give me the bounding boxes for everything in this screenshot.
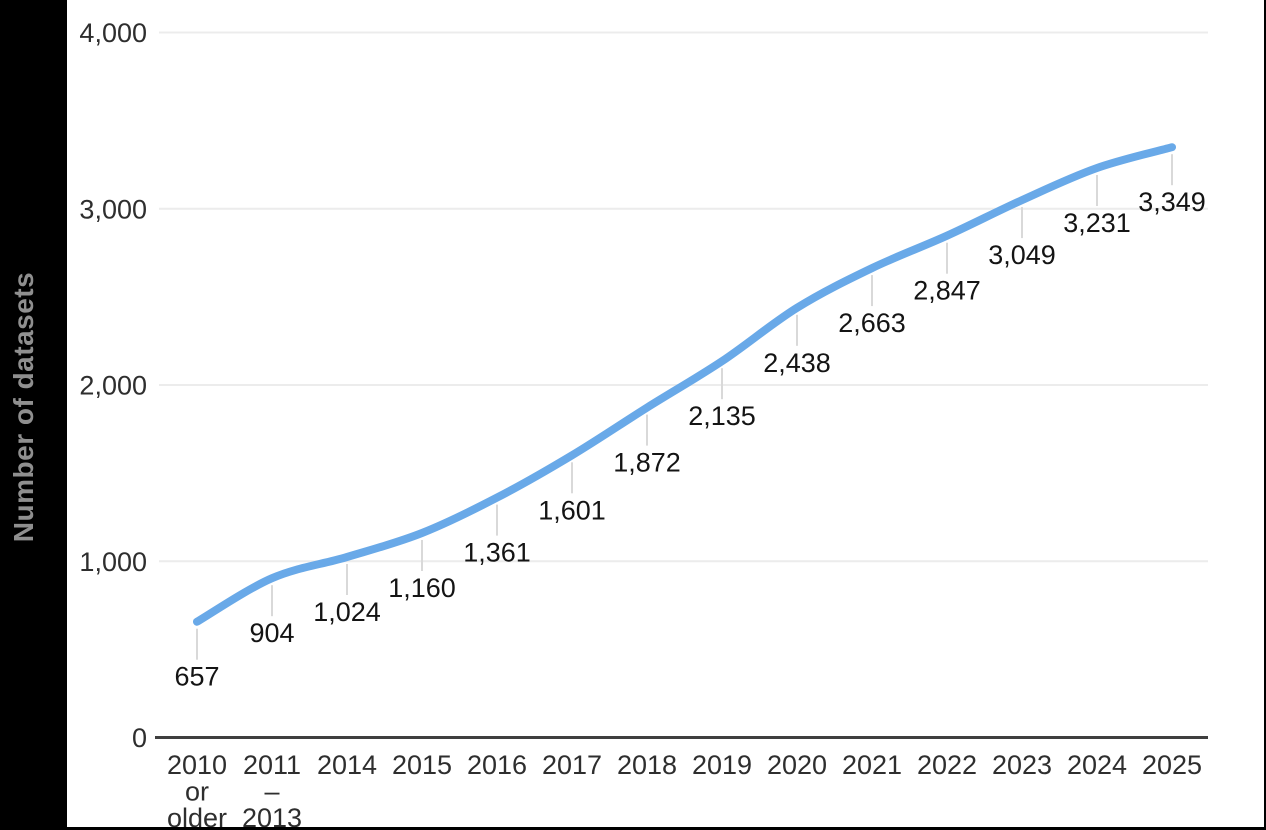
y-axis-title: Number of datasets	[8, 271, 39, 543]
data-point-label: 2,847	[913, 276, 981, 306]
y-tick-label: 0	[132, 723, 147, 753]
data-point-label: 3,349	[1138, 187, 1206, 217]
line-chart: 0 1,000 2,000 3,000 4,000 2010 or older2011–201…	[79, 18, 1208, 827]
data-point-label: 1,024	[313, 597, 381, 627]
data-point-label: 657	[174, 662, 219, 692]
x-tick-label: 2015	[392, 750, 452, 780]
data-point-label: 2,663	[838, 308, 906, 338]
x-tick-label: 2022	[917, 750, 977, 780]
x-tick-label: 2020	[767, 750, 827, 780]
x-tick-label: 2019	[692, 750, 752, 780]
data-point-label: 2,438	[763, 348, 831, 378]
x-tick-label: 2021	[842, 750, 902, 780]
x-tick-label: 2014	[317, 750, 377, 780]
data-point-label: 1,361	[463, 538, 531, 568]
x-tick-label: 2011–2013	[242, 750, 302, 827]
trend-line	[193, 143, 1176, 626]
data-point-label: 3,231	[1063, 208, 1131, 238]
y-tick-label: 1,000	[79, 547, 147, 577]
y-tick-label: 3,000	[79, 194, 147, 224]
x-tick-label: 2010 or older	[167, 750, 227, 827]
y-tick-label: 4,000	[79, 18, 147, 48]
x-tick-label: 2016	[467, 750, 527, 780]
x-tick-label: 2024	[1067, 750, 1127, 780]
x-tick-label: 2018	[617, 750, 677, 780]
y-tick-label: 2,000	[79, 371, 147, 401]
x-tick-label: 2023	[992, 750, 1052, 780]
data-point-label: 1,872	[613, 448, 681, 478]
chart-panel: 0 1,000 2,000 3,000 4,000 2010 or older 2011–201…	[67, 0, 1264, 827]
data-point-label: 3,049	[988, 240, 1056, 270]
data-point-label: 1,601	[538, 495, 606, 525]
data-point-label: 2,135	[688, 401, 756, 431]
x-tick-label: 2017	[542, 750, 602, 780]
x-tick-label: 2025	[1142, 750, 1202, 780]
data-point-label: 904	[249, 618, 294, 648]
data-point-label: 1,160	[388, 573, 456, 603]
